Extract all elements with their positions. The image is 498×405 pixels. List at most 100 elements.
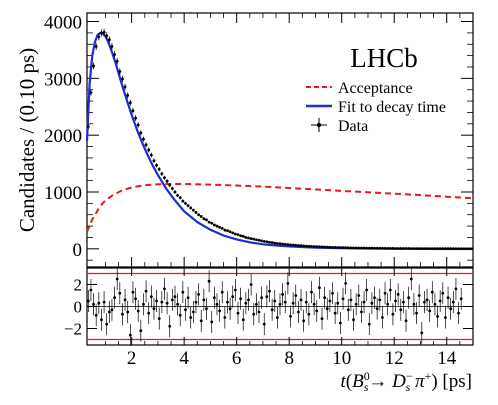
pull-point	[144, 289, 148, 293]
legend-fit-label: Fit to decay time	[338, 99, 446, 116]
data-point	[396, 247, 400, 250]
data-point	[441, 247, 445, 251]
pull-point	[307, 312, 311, 316]
data-point	[428, 247, 432, 251]
data-point	[207, 220, 211, 224]
pull-points-layer	[86, 268, 463, 347]
data-point	[352, 246, 355, 250]
x-tick-label: 8	[284, 348, 294, 369]
acceptance-curve-layer	[86, 183, 474, 233]
main-y-tick-label: 4000	[44, 13, 82, 34]
pull-point	[152, 307, 156, 311]
data-point	[283, 242, 287, 246]
data-point	[446, 247, 450, 251]
data-point	[123, 85, 127, 89]
pull-point	[383, 291, 387, 295]
data-point	[186, 204, 190, 208]
pull-point	[102, 300, 106, 304]
data-point	[270, 241, 274, 244]
pull-point	[218, 309, 222, 313]
data-point	[94, 45, 98, 48]
pull-point	[163, 287, 166, 291]
data-point	[304, 244, 308, 248]
data-point	[346, 246, 350, 250]
pull-point	[202, 298, 206, 302]
pull-point	[446, 296, 450, 300]
x-axis-title: t(B0 s→ D− s π+) [ps]	[340, 369, 472, 394]
pull-point	[428, 309, 432, 313]
data-point	[97, 35, 101, 39]
pull-point	[346, 308, 350, 312]
pull-axis-ticks	[87, 268, 474, 345]
pull-panel: −2 0 2	[64, 267, 474, 347]
pull-point	[373, 296, 376, 300]
pull-point	[223, 316, 227, 319]
pull-point	[139, 329, 143, 333]
pull-point	[247, 298, 250, 302]
data-point	[257, 238, 261, 242]
pull-point	[126, 310, 130, 314]
pull-point	[441, 291, 445, 295]
acceptance-curve	[86, 183, 474, 233]
data-point	[423, 247, 426, 251]
data-point	[107, 38, 111, 42]
pull-point	[354, 302, 358, 306]
pull-point	[328, 299, 332, 303]
data-point	[149, 153, 153, 157]
pull-point	[299, 298, 303, 302]
pull-point	[302, 319, 306, 323]
data-point	[470, 247, 474, 251]
data-point	[357, 246, 361, 250]
data-point	[86, 125, 90, 129]
data-point	[176, 194, 179, 197]
data-point	[100, 31, 103, 35]
data-point	[191, 208, 195, 212]
pull-point	[207, 279, 211, 283]
pull-point	[155, 299, 158, 303]
data-point	[226, 229, 229, 233]
data-point	[170, 187, 174, 190]
data-point	[128, 101, 132, 105]
pull-point	[89, 288, 93, 292]
data-point	[402, 247, 405, 250]
data-point	[249, 237, 253, 240]
pull-point	[249, 283, 253, 286]
pull-point	[260, 296, 264, 300]
pull-point	[378, 298, 382, 302]
pull-point	[310, 290, 313, 294]
pull-point	[197, 293, 200, 296]
data-point	[310, 244, 313, 248]
fit-curve-layer	[85, 31, 473, 250]
pull-point	[286, 282, 290, 285]
data-point	[247, 236, 250, 240]
data-point	[420, 247, 424, 251]
pull-point	[459, 297, 463, 301]
data-point	[168, 183, 172, 187]
pull-point	[336, 301, 340, 305]
main-panel: 0 1000 2000 3000 4000 Candidates / (0.10 ps)…	[15, 12, 474, 268]
data-point	[383, 246, 387, 250]
pull-point	[312, 302, 316, 306]
pull-point	[423, 300, 426, 304]
pull-point	[417, 294, 421, 297]
x-tick-labels: 2 4 6 8 10 12 14	[127, 348, 457, 369]
data-point	[307, 244, 311, 248]
data-point	[244, 236, 248, 239]
pull-point	[268, 289, 271, 293]
data-point	[367, 246, 371, 250]
data-point	[92, 64, 95, 68]
pull-point	[210, 320, 214, 324]
data-point	[328, 245, 332, 249]
pull-point	[239, 297, 243, 301]
data-point	[278, 242, 282, 246]
data-point	[291, 243, 295, 247]
pull-point	[257, 310, 261, 314]
data-point	[333, 245, 337, 249]
pull-point	[409, 277, 413, 281]
data-point	[407, 247, 411, 250]
data-point	[220, 226, 224, 230]
data-point	[373, 246, 376, 250]
data-point	[155, 163, 158, 167]
pull-point	[381, 316, 384, 319]
data-point	[417, 247, 421, 250]
